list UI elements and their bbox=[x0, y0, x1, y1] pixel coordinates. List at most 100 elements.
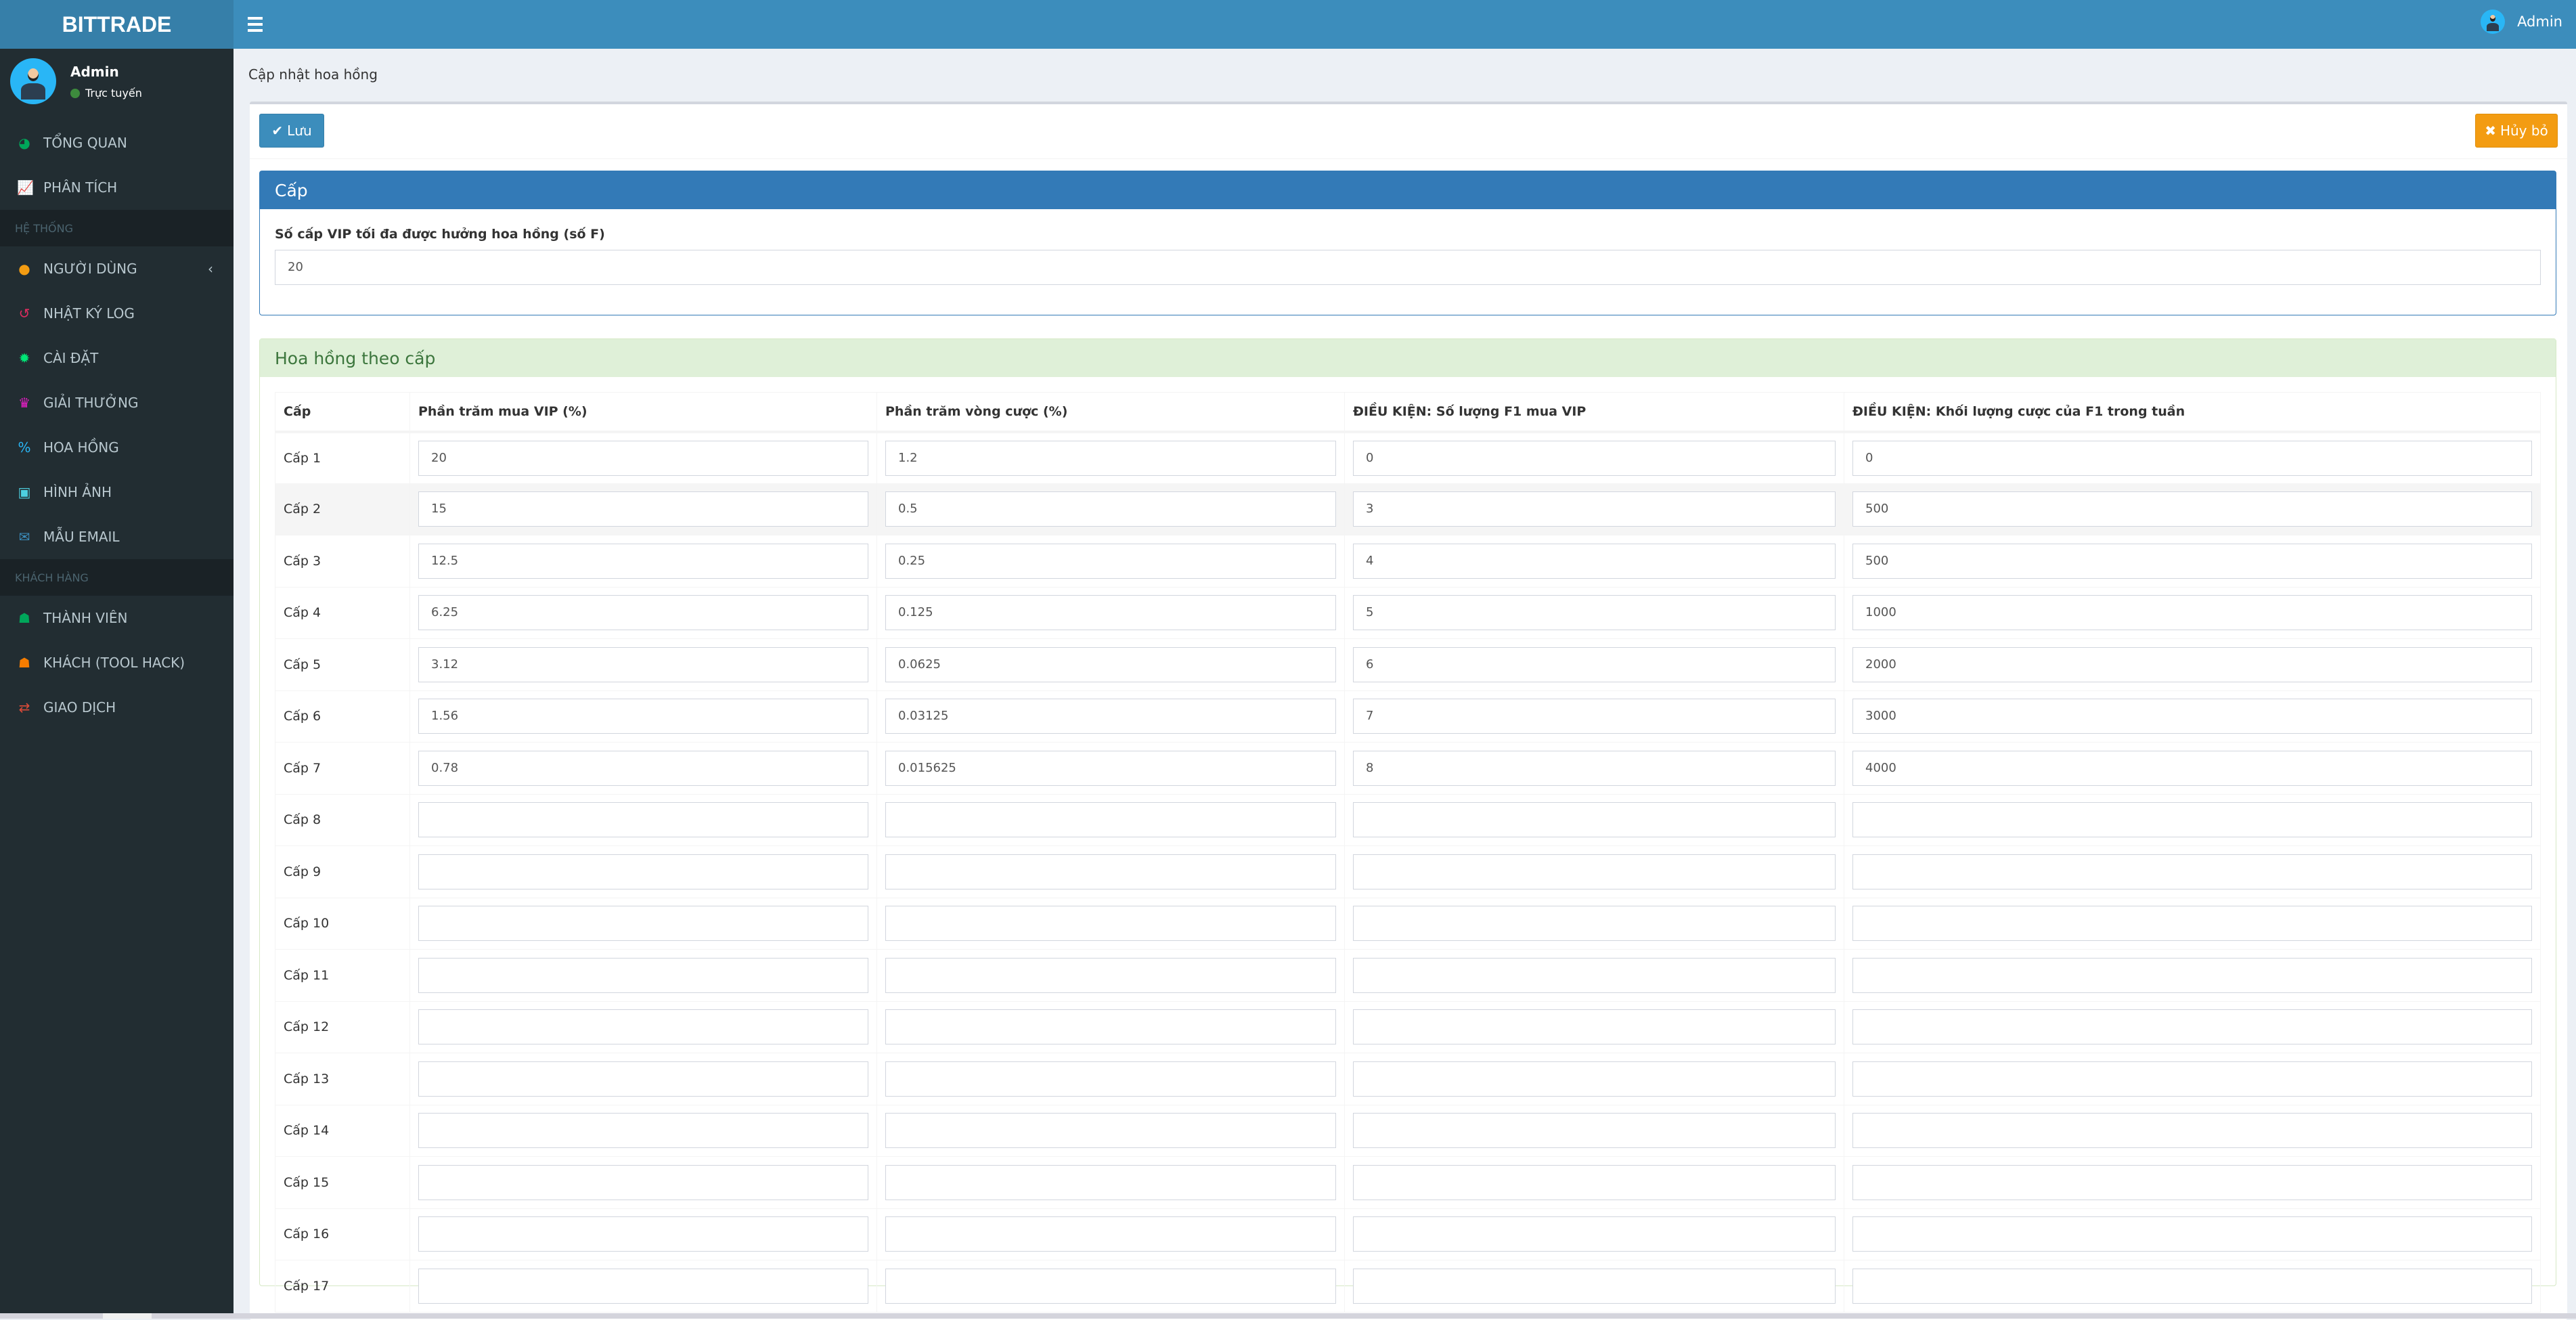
f1-bet-volume-input[interactable]: 2000 bbox=[1852, 646, 2532, 682]
f1-vip-count-input[interactable] bbox=[1353, 1164, 1836, 1200]
chevron-left-icon[interactable]: ‹ bbox=[208, 261, 213, 277]
f1-vip-count-input[interactable]: 7 bbox=[1353, 699, 1836, 734]
f1-bet-volume-input[interactable]: 1000 bbox=[1852, 595, 2532, 631]
f1-vip-count-input[interactable] bbox=[1353, 1216, 1836, 1252]
bet-percent-input[interactable] bbox=[885, 1061, 1336, 1097]
bet-percent-input[interactable]: 0.125 bbox=[885, 595, 1336, 631]
bet-percent-input[interactable]: 1.2 bbox=[885, 440, 1336, 476]
vip-percent-input[interactable]: 0.78 bbox=[418, 750, 868, 786]
f1-vip-count-input[interactable] bbox=[1353, 1268, 1836, 1304]
f1-vip-count-input[interactable] bbox=[1353, 957, 1836, 993]
f1-bet-volume-input[interactable] bbox=[1852, 906, 2532, 942]
f1-vip-count-input[interactable]: 3 bbox=[1353, 491, 1836, 527]
save-button[interactable]: ✔ Lưu bbox=[259, 114, 324, 148]
f1-bet-volume-input[interactable]: 4000 bbox=[1852, 750, 2532, 786]
vip-percent-input[interactable] bbox=[418, 906, 868, 942]
vip-percent-input[interactable] bbox=[418, 1009, 868, 1045]
f1-bet-volume-input[interactable]: 500 bbox=[1852, 491, 2532, 527]
f1-bet-volume-input[interactable] bbox=[1852, 957, 2532, 993]
f1-vip-count-input[interactable] bbox=[1353, 1061, 1836, 1097]
input-cell bbox=[876, 1156, 1345, 1209]
f1-vip-count-input[interactable] bbox=[1353, 1009, 1836, 1045]
sidebar-item[interactable]: ✹ CÀI ĐẶT bbox=[0, 336, 234, 380]
f1-bet-volume-input[interactable]: 0 bbox=[1852, 440, 2532, 476]
bet-percent-input[interactable]: 0.015625 bbox=[885, 750, 1336, 786]
vip-percent-input[interactable]: 6.25 bbox=[418, 595, 868, 631]
f1-vip-count-input[interactable]: 8 bbox=[1353, 750, 1836, 786]
f1-vip-count-input[interactable] bbox=[1353, 802, 1836, 838]
f1-vip-count-input[interactable] bbox=[1353, 906, 1836, 942]
bet-percent-input[interactable] bbox=[885, 1009, 1336, 1045]
sidebar-item[interactable]: ☗ KHÁCH (TOOL HACK) bbox=[0, 640, 234, 685]
vip-percent-input[interactable] bbox=[418, 1061, 868, 1097]
f1-bet-volume-input[interactable] bbox=[1852, 802, 2532, 838]
bet-percent-input[interactable] bbox=[885, 957, 1336, 993]
f1-vip-count-input[interactable] bbox=[1353, 1113, 1836, 1149]
sidebar-item[interactable]: ▣ HÌNH ẢNH bbox=[0, 470, 234, 514]
level-panel: Cấp Số cấp VIP tối đa được hưởng hoa hồn… bbox=[259, 171, 2556, 315]
logo[interactable]: BITTRADE bbox=[0, 0, 234, 49]
bet-percent-input[interactable]: 0.0625 bbox=[885, 646, 1336, 682]
vip-percent-input[interactable] bbox=[418, 1113, 868, 1149]
sidebar-item[interactable]: ◕ TỔNG QUAN bbox=[0, 120, 234, 165]
vip-percent-input[interactable] bbox=[418, 1216, 868, 1252]
bet-percent-input[interactable] bbox=[885, 854, 1336, 889]
vip-percent-input[interactable]: 1.56 bbox=[418, 699, 868, 734]
vip-percent-input[interactable] bbox=[418, 854, 868, 889]
bet-percent-input[interactable] bbox=[885, 906, 1336, 942]
bet-percent-input[interactable] bbox=[885, 802, 1336, 838]
input-cell bbox=[1844, 845, 2541, 898]
sidebar-item[interactable]: % HOA HỒNG bbox=[0, 425, 234, 470]
bet-percent-input[interactable] bbox=[885, 1164, 1336, 1200]
bet-percent-input[interactable]: 0.03125 bbox=[885, 699, 1336, 734]
input-cell: 0.25 bbox=[876, 535, 1345, 588]
vip-percent-input[interactable] bbox=[418, 957, 868, 993]
input-cell bbox=[876, 793, 1345, 846]
vip-percent-input[interactable] bbox=[418, 1164, 868, 1200]
f1-bet-volume-input[interactable] bbox=[1852, 1009, 2532, 1045]
sidebar-item[interactable]: ↺ NHẬT KÝ LOG bbox=[0, 291, 234, 336]
hamburger-menu-icon[interactable] bbox=[248, 14, 263, 35]
vip-percent-input[interactable]: 3.12 bbox=[418, 646, 868, 682]
f1-vip-count-input[interactable]: 5 bbox=[1353, 595, 1836, 631]
bet-percent-input[interactable]: 0.5 bbox=[885, 491, 1336, 527]
sidebar-item[interactable]: ✉ MẪU EMAIL bbox=[0, 514, 234, 559]
f1-bet-volume-input[interactable]: 3000 bbox=[1852, 699, 2532, 734]
horizontal-scrollbar[interactable] bbox=[0, 1313, 2576, 1319]
max-level-input[interactable]: 20 bbox=[275, 250, 2541, 285]
f1-bet-volume-input[interactable]: 500 bbox=[1852, 543, 2532, 579]
sidebar-item[interactable]: ⇄ GIAO DỊCH bbox=[0, 685, 234, 730]
sidebar-item[interactable]: ♛ GIẢI THƯỞNG bbox=[0, 380, 234, 425]
input-cell bbox=[409, 845, 877, 898]
f1-bet-volume-input[interactable] bbox=[1852, 1268, 2532, 1304]
user-menu[interactable]: Admin bbox=[2481, 9, 2562, 34]
input-cell bbox=[1344, 1053, 1844, 1105]
vip-percent-input[interactable] bbox=[418, 802, 868, 838]
sidebar-item-label: HÌNH ẢNH bbox=[43, 484, 112, 500]
cancel-button[interactable]: ✖ Hủy bỏ bbox=[2475, 114, 2558, 148]
f1-bet-volume-input[interactable] bbox=[1852, 854, 2532, 889]
f1-bet-volume-input[interactable] bbox=[1852, 1216, 2532, 1252]
f1-vip-count-input[interactable]: 4 bbox=[1353, 543, 1836, 579]
scrollbar-thumb[interactable] bbox=[103, 1313, 152, 1319]
bet-percent-input[interactable]: 0.25 bbox=[885, 543, 1336, 579]
f1-vip-count-input[interactable]: 6 bbox=[1353, 646, 1836, 682]
vip-percent-input[interactable] bbox=[418, 1268, 868, 1304]
bet-percent-input[interactable] bbox=[885, 1216, 1336, 1252]
f1-vip-count-input[interactable]: 0 bbox=[1353, 440, 1836, 476]
sidebar-item[interactable]: 📈 PHÂN TÍCH bbox=[0, 165, 234, 210]
image-icon: ▣ bbox=[18, 484, 31, 500]
user-secret-icon: ☗ bbox=[18, 655, 30, 671]
bet-percent-input[interactable] bbox=[885, 1268, 1336, 1304]
f1-vip-count-input[interactable] bbox=[1353, 854, 1836, 889]
f1-bet-volume-input[interactable] bbox=[1852, 1061, 2532, 1097]
input-cell bbox=[1344, 1156, 1844, 1209]
sidebar-item[interactable]: ☗ THÀNH VIÊN bbox=[0, 596, 234, 640]
f1-bet-volume-input[interactable] bbox=[1852, 1164, 2532, 1200]
sidebar-item[interactable]: ● NGƯỜI DÙNG ‹ bbox=[0, 246, 234, 291]
vip-percent-input[interactable]: 12.5 bbox=[418, 543, 868, 579]
vip-percent-input[interactable]: 20 bbox=[418, 440, 868, 476]
bet-percent-input[interactable] bbox=[885, 1113, 1336, 1149]
vip-percent-input[interactable]: 15 bbox=[418, 491, 868, 527]
f1-bet-volume-input[interactable] bbox=[1852, 1113, 2532, 1149]
